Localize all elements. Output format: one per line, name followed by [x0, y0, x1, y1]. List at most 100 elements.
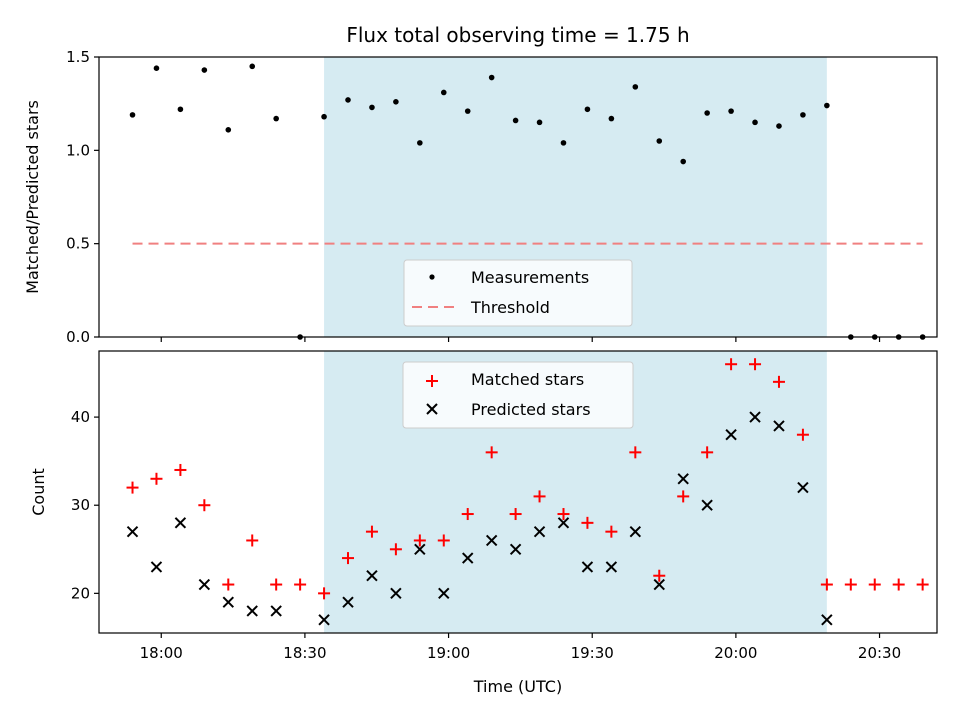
bottom-y-tick-label: 20	[71, 584, 90, 602]
measurement-point	[464, 108, 471, 114]
top-legend-box	[403, 259, 633, 327]
predicted-star-point	[174, 517, 187, 529]
predicted-star-point	[270, 605, 282, 617]
matched-star-point	[557, 508, 570, 521]
bottom-y-tick-label: 40	[71, 408, 90, 426]
predicted-stars-points	[126, 411, 833, 626]
predicted-star-point	[773, 420, 785, 432]
matched-star-point	[126, 481, 139, 494]
bottom-y-ticks: 20 30 40	[71, 408, 99, 602]
bottom-axes-frame	[98, 350, 938, 634]
top-y-tick-label: 0.0	[66, 328, 90, 346]
measurement-point	[824, 102, 830, 109]
measurement-point	[632, 84, 639, 90]
bottom-legend-box	[402, 361, 634, 429]
top-y-tick-label: 1.0	[66, 141, 90, 159]
measurement-point	[273, 115, 279, 122]
measurement-point	[536, 119, 543, 126]
predicted-star-point	[390, 587, 402, 600]
measurement-point	[656, 138, 663, 144]
matched-star-point	[701, 446, 714, 459]
matched-star-point	[581, 516, 594, 529]
x-tick-label: 18:30	[283, 644, 326, 662]
matched-star-point	[868, 578, 881, 591]
measurement-point	[728, 108, 734, 114]
x-tick-label: 20:00	[714, 644, 757, 662]
matched-stars-points	[126, 358, 929, 600]
top-y-axis-label: Matched/Predicted stars	[23, 100, 42, 294]
measurement-point	[225, 127, 232, 133]
predicted-star-point	[653, 578, 665, 591]
matched-star-point	[820, 578, 833, 591]
measurement-point	[776, 123, 782, 129]
predicted-star-point	[414, 543, 426, 555]
matched-star-point	[533, 490, 546, 503]
matched-star-point	[485, 446, 498, 459]
measurement-point	[752, 119, 758, 126]
top-y-tick-label: 0.5	[66, 235, 90, 253]
predicted-star-point	[533, 525, 546, 538]
matched-star-point	[174, 463, 187, 476]
predicted-star-point	[366, 570, 378, 582]
legend-measurements-marker	[429, 274, 435, 280]
measurement-point	[393, 99, 399, 105]
x-axis-label: Time (UTC)	[473, 677, 562, 696]
x-tick-label: 18:00	[140, 644, 183, 662]
predicted-star-point	[749, 411, 761, 423]
legend-predicted-label: Predicted stars	[471, 400, 591, 419]
predicted-star-point	[150, 561, 163, 573]
predicted-star-point	[701, 499, 713, 511]
top-x-ticks	[160, 337, 881, 342]
predicted-star-point	[342, 596, 354, 608]
predicted-star-point	[605, 561, 618, 573]
predicted-star-point	[485, 534, 498, 547]
measurement-point	[488, 74, 495, 81]
matched-star-point	[389, 543, 402, 556]
matched-star-point	[318, 587, 331, 600]
measurement-point	[440, 89, 447, 96]
matched-star-point	[413, 534, 426, 547]
matched-star-point	[437, 534, 450, 547]
matched-star-point	[725, 358, 738, 371]
matched-star-point	[365, 525, 378, 538]
measurement-point	[512, 117, 519, 124]
top-panel: 0.0 0.5 1.0 1.5 Matched/Predicted stars Mea…	[23, 48, 938, 346]
matched-star-point	[629, 446, 642, 459]
top-y-tick-label: 1.5	[66, 48, 90, 66]
matched-star-point	[198, 499, 211, 512]
legend-matched-label: Matched stars	[471, 370, 584, 389]
measurement-point	[417, 140, 423, 146]
top-legend: Measurements Threshold	[403, 259, 633, 327]
x-tick-label: 19:00	[427, 644, 470, 662]
measurement-point	[584, 106, 591, 113]
matched-star-point	[653, 569, 666, 582]
predicted-star-point	[222, 596, 234, 608]
x-tick-label: 20:30	[858, 644, 901, 662]
matched-star-point	[892, 578, 905, 591]
bottom-y-axis-label: Count	[29, 468, 48, 516]
top-y-ticks: 0.0 0.5 1.0 1.5	[66, 48, 99, 346]
measurement-point	[560, 140, 567, 146]
predicted-star-point	[557, 517, 570, 529]
measurement-point	[704, 110, 710, 116]
matched-star-point	[222, 578, 235, 591]
top-axes-frame	[98, 56, 938, 338]
predicted-star-point	[581, 561, 594, 573]
predicted-star-point	[629, 525, 642, 538]
matched-star-point	[246, 534, 259, 547]
measurement-point	[153, 65, 160, 71]
chart-title: Flux total observing time = 1.75 h	[346, 23, 689, 47]
matched-star-point	[461, 508, 474, 521]
matched-star-point	[772, 375, 785, 388]
predicted-star-point	[509, 543, 522, 555]
matched-star-point	[916, 578, 929, 591]
matched-star-point	[749, 358, 762, 371]
matched-star-point	[342, 552, 355, 565]
bottom-y-tick-label: 30	[71, 496, 90, 514]
legend-measurements-label: Measurements	[471, 268, 589, 287]
measurement-point	[345, 97, 351, 103]
predicted-star-point	[797, 481, 809, 494]
measurement-point	[608, 115, 615, 122]
matched-star-point	[509, 508, 522, 521]
